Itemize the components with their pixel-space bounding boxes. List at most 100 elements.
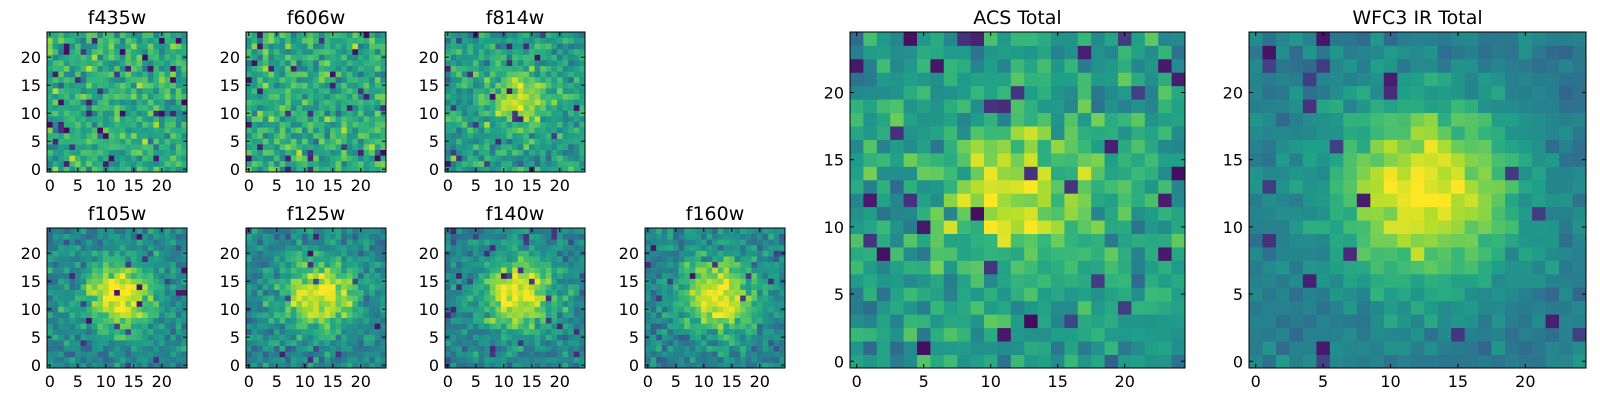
- heatmap-cell: [512, 334, 519, 341]
- heatmap-cell: [473, 60, 479, 66]
- heatmap-cell: [346, 328, 353, 335]
- heatmap-cell: [701, 289, 707, 296]
- heatmap-cell: [930, 233, 945, 248]
- heatmap-cell: [251, 138, 258, 145]
- heatmap-cell: [689, 334, 696, 341]
- heatmap-cell: [557, 306, 563, 313]
- heatmap-cell: [568, 132, 575, 139]
- heatmap-cell: [153, 60, 160, 66]
- panel-title: f160w: [686, 203, 745, 225]
- heatmap-cell: [86, 250, 93, 257]
- heatmap-cell: [103, 312, 109, 318]
- heatmap-cell: [142, 138, 149, 145]
- heatmap-cell: [285, 104, 292, 111]
- heatmap-cell: [262, 256, 269, 262]
- heatmap-cell: [534, 267, 541, 274]
- heatmap-cell: [246, 340, 252, 346]
- heatmap-cell: [251, 345, 258, 352]
- heatmap-cell: [47, 351, 53, 358]
- heatmap-cell: [551, 71, 558, 78]
- heatmap-cell: [290, 334, 297, 341]
- heatmap-cell: [346, 295, 353, 302]
- heatmap-cell: [335, 82, 342, 89]
- heatmap-cell: [667, 362, 674, 369]
- heatmap-cell: [262, 166, 269, 173]
- heatmap-cell: [467, 37, 474, 44]
- heatmap-cell: [489, 43, 496, 50]
- heatmap-cell: [689, 284, 696, 290]
- heatmap-cell: [579, 155, 586, 162]
- heatmap-cell: [540, 82, 547, 89]
- heatmap-cell: [80, 71, 87, 78]
- heatmap-cell: [684, 295, 691, 302]
- heatmap-cell: [279, 250, 286, 257]
- x-tick-label: 10: [96, 372, 116, 391]
- heatmap-cell: [251, 228, 258, 234]
- heatmap-cell: [706, 351, 713, 358]
- heatmap-cell: [757, 233, 763, 240]
- heatmap-cell: [108, 82, 115, 89]
- heatmap-cell: [346, 312, 353, 318]
- heatmap-cell: [159, 261, 165, 268]
- heatmap-cell: [52, 65, 59, 72]
- heatmap-cell: [86, 43, 93, 50]
- heatmap-cell: [142, 256, 149, 262]
- heatmap-cell: [1024, 260, 1038, 275]
- heatmap-cell: [562, 132, 569, 139]
- heatmap-cell: [279, 323, 286, 330]
- heatmap-cell: [290, 127, 297, 134]
- heatmap-cell: [159, 160, 165, 167]
- heatmap-cell: [262, 284, 269, 290]
- heatmap-cell: [540, 351, 547, 358]
- heatmap-cell: [257, 284, 264, 290]
- heatmap-cell: [330, 340, 336, 346]
- heatmap-cell: [97, 306, 104, 313]
- heatmap-cell: [943, 179, 958, 194]
- heatmap-cell: [751, 250, 758, 257]
- heatmap-cell: [86, 60, 93, 66]
- heatmap-cell: [307, 233, 314, 240]
- heatmap-cell: [701, 272, 707, 279]
- heatmap-cell: [467, 323, 474, 330]
- heatmap-cell: [335, 48, 342, 55]
- heatmap-cell: [175, 244, 182, 251]
- heatmap-cell: [723, 362, 730, 369]
- heatmap-cell: [69, 43, 76, 50]
- heatmap-cell: [164, 328, 171, 335]
- heatmap-cell: [757, 272, 763, 279]
- heatmap-cell: [374, 351, 381, 358]
- heatmap-cell: [484, 317, 491, 324]
- heatmap-cell: [495, 127, 502, 134]
- heatmap-cell: [701, 300, 707, 307]
- heatmap-cell: [970, 166, 985, 181]
- heatmap-cell: [450, 233, 457, 240]
- heatmap-cell: [341, 328, 348, 335]
- heatmap-cell: [723, 312, 730, 318]
- heatmap-cell: [80, 37, 87, 44]
- heatmap-cell: [69, 345, 76, 352]
- heatmap-cell: [58, 160, 65, 167]
- heatmap-cell: [473, 144, 479, 150]
- heatmap-cell: [341, 138, 348, 145]
- heatmap-cell: [1051, 327, 1065, 342]
- heatmap-cell: [523, 144, 530, 150]
- heatmap-cell: [930, 300, 945, 315]
- heatmap-cell: [164, 149, 171, 156]
- heatmap-cell: [374, 306, 381, 313]
- heatmap-cell: [181, 317, 188, 324]
- heatmap-cell: [678, 340, 685, 346]
- heatmap-cell: [175, 104, 182, 111]
- heatmap-cell: [125, 93, 132, 100]
- heatmap-cell: [114, 317, 121, 324]
- heatmap-cell: [358, 160, 364, 167]
- heatmap-cell: [1144, 260, 1159, 275]
- heatmap-cell: [706, 328, 713, 335]
- heatmap-cell: [930, 327, 945, 342]
- heatmap-cell: [762, 278, 769, 285]
- x-tick-label: 0: [443, 372, 453, 391]
- heatmap-cell: [695, 256, 702, 262]
- heatmap-cell: [246, 93, 252, 100]
- heatmap-cell: [529, 65, 535, 72]
- heatmap-cell: [467, 261, 474, 268]
- heatmap-cell: [1131, 341, 1146, 355]
